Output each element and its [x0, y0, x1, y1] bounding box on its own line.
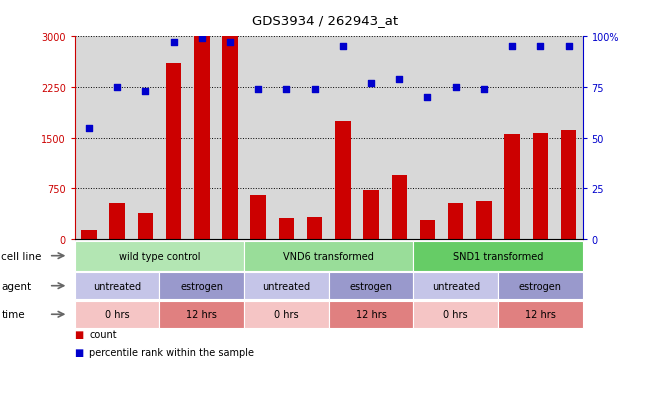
Text: 12 hrs: 12 hrs [355, 309, 387, 320]
Text: untreated: untreated [262, 281, 311, 291]
Point [253, 86, 264, 93]
Text: GDS3934 / 262943_at: GDS3934 / 262943_at [253, 14, 398, 27]
Bar [109, 204, 125, 240]
Bar [137, 213, 153, 240]
Text: ■: ■ [75, 347, 87, 357]
Text: 0 hrs: 0 hrs [274, 309, 299, 320]
Bar [279, 218, 294, 240]
Point [450, 85, 461, 91]
Point [366, 81, 376, 87]
Text: 12 hrs: 12 hrs [525, 309, 556, 320]
Text: ■: ■ [75, 329, 87, 339]
Point [281, 86, 292, 93]
Text: 0 hrs: 0 hrs [443, 309, 468, 320]
Text: untreated: untreated [432, 281, 480, 291]
Bar [251, 196, 266, 240]
Bar [335, 121, 351, 240]
Bar [448, 204, 464, 240]
Text: untreated: untreated [93, 281, 141, 291]
Point [140, 88, 150, 95]
Bar [391, 176, 407, 240]
Text: 12 hrs: 12 hrs [186, 309, 217, 320]
Bar [166, 64, 182, 240]
Point [112, 85, 122, 91]
Text: percentile rank within the sample: percentile rank within the sample [89, 347, 254, 357]
Text: SND1 transformed: SND1 transformed [453, 251, 543, 261]
Bar [505, 134, 520, 240]
Text: estrogen: estrogen [519, 281, 562, 291]
Bar [307, 217, 322, 240]
Text: count: count [89, 329, 117, 339]
Text: estrogen: estrogen [180, 281, 223, 291]
Text: VND6 transformed: VND6 transformed [283, 251, 374, 261]
Point [309, 86, 320, 93]
Point [563, 44, 574, 51]
Bar [561, 131, 576, 240]
Bar [194, 37, 210, 240]
Point [507, 44, 518, 51]
Point [338, 44, 348, 51]
Bar [363, 190, 379, 240]
Text: agent: agent [1, 281, 31, 291]
Bar [476, 202, 492, 240]
Text: wild type control: wild type control [118, 251, 201, 261]
Text: 0 hrs: 0 hrs [105, 309, 130, 320]
Bar [533, 134, 548, 240]
Point [422, 95, 433, 101]
Bar [81, 231, 97, 240]
Point [84, 125, 94, 131]
Text: cell line: cell line [1, 251, 42, 261]
Bar [222, 37, 238, 240]
Text: estrogen: estrogen [350, 281, 393, 291]
Text: time: time [1, 309, 25, 320]
Point [478, 86, 489, 93]
Point [535, 44, 546, 51]
Point [197, 36, 207, 43]
Point [169, 40, 179, 47]
Bar [420, 220, 436, 240]
Point [394, 76, 404, 83]
Point [225, 40, 235, 47]
